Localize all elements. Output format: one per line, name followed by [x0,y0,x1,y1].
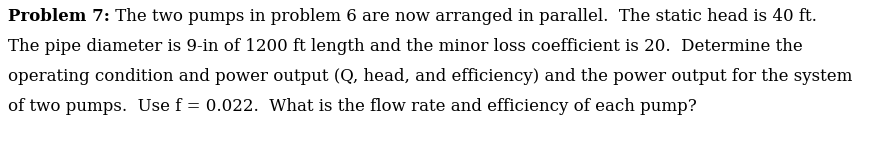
Text: Problem 7:: Problem 7: [8,8,110,25]
Text: The two pumps in problem 6 are now arranged in parallel.  The static head is 40 : The two pumps in problem 6 are now arran… [110,8,816,25]
Text: The pipe diameter is 9-in of 1200 ft length and the minor loss coefficient is 20: The pipe diameter is 9-in of 1200 ft len… [8,38,802,55]
Text: of two pumps.  Use f = 0.022.  What is the flow rate and efficiency of each pump: of two pumps. Use f = 0.022. What is the… [8,98,696,115]
Text: operating condition and power output (Q, head, and efficiency) and the power out: operating condition and power output (Q,… [8,68,852,85]
